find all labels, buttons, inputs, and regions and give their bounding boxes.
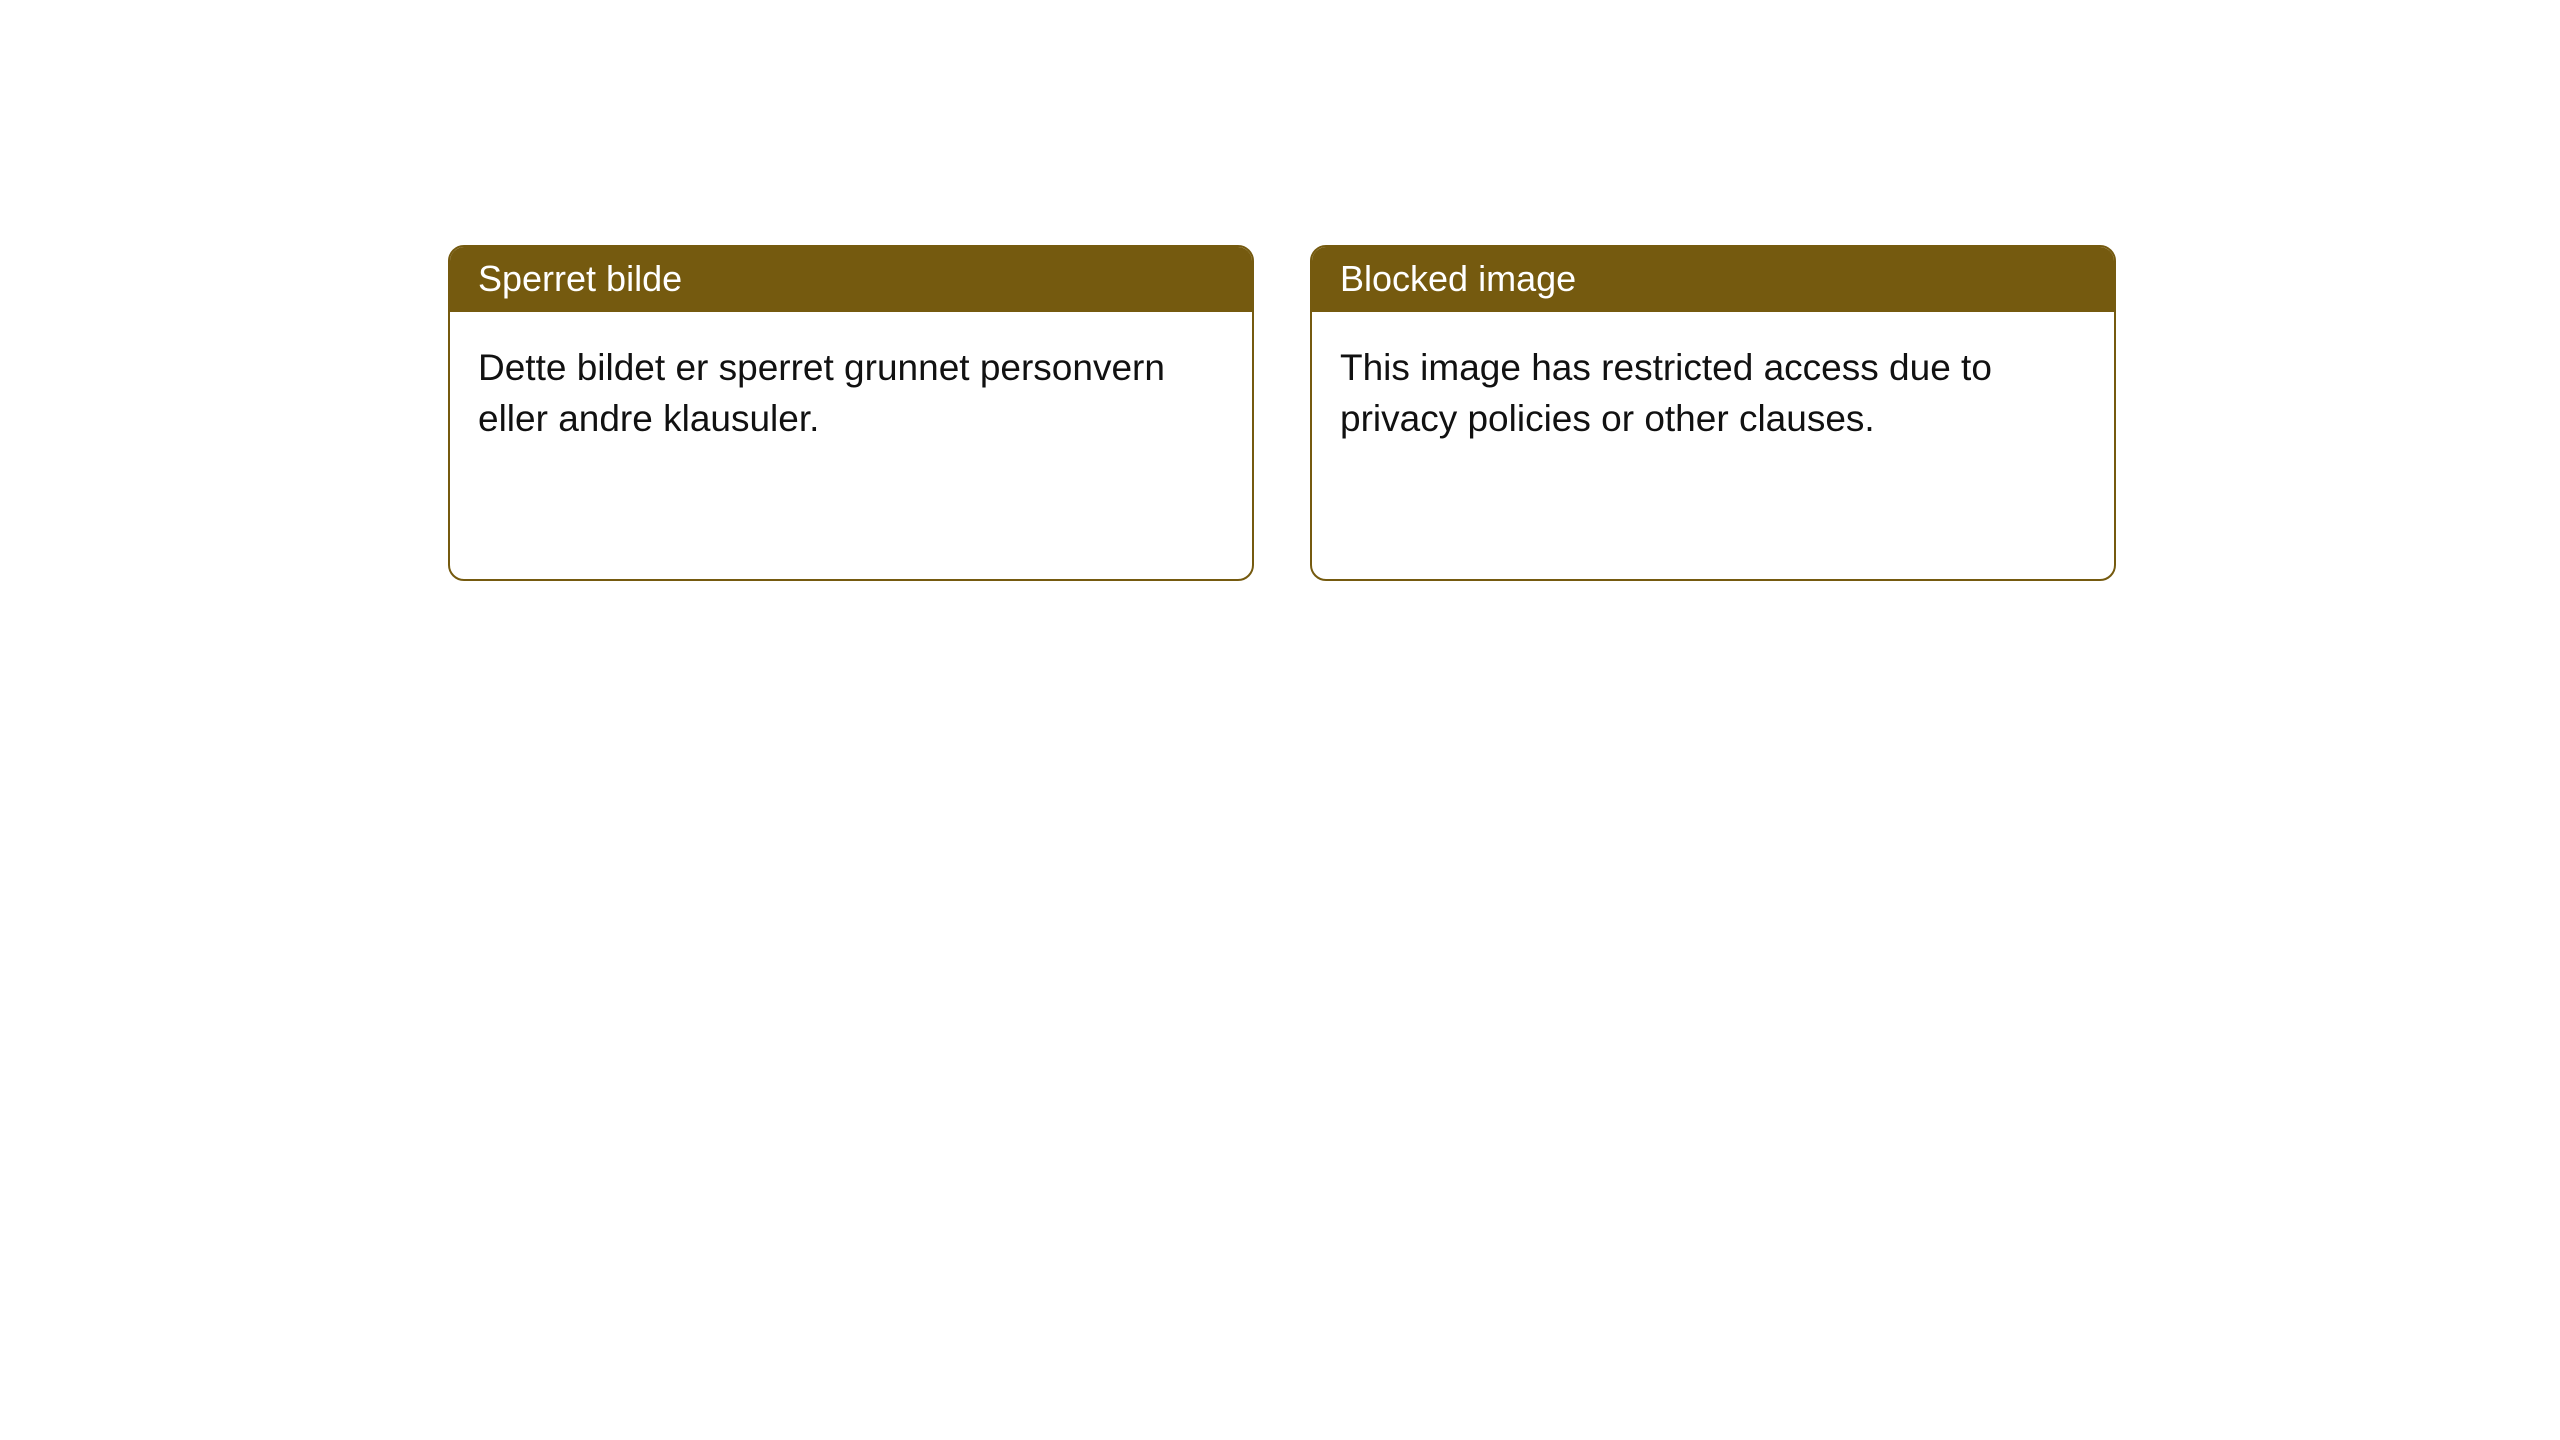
notice-container: Sperret bilde Dette bildet er sperret gr… <box>0 0 2560 581</box>
card-body: This image has restricted access due to … <box>1312 312 2114 474</box>
card-title: Blocked image <box>1312 247 2114 312</box>
card-title: Sperret bilde <box>450 247 1252 312</box>
notice-card-en: Blocked image This image has restricted … <box>1310 245 2116 581</box>
card-body: Dette bildet er sperret grunnet personve… <box>450 312 1252 474</box>
notice-card-no: Sperret bilde Dette bildet er sperret gr… <box>448 245 1254 581</box>
